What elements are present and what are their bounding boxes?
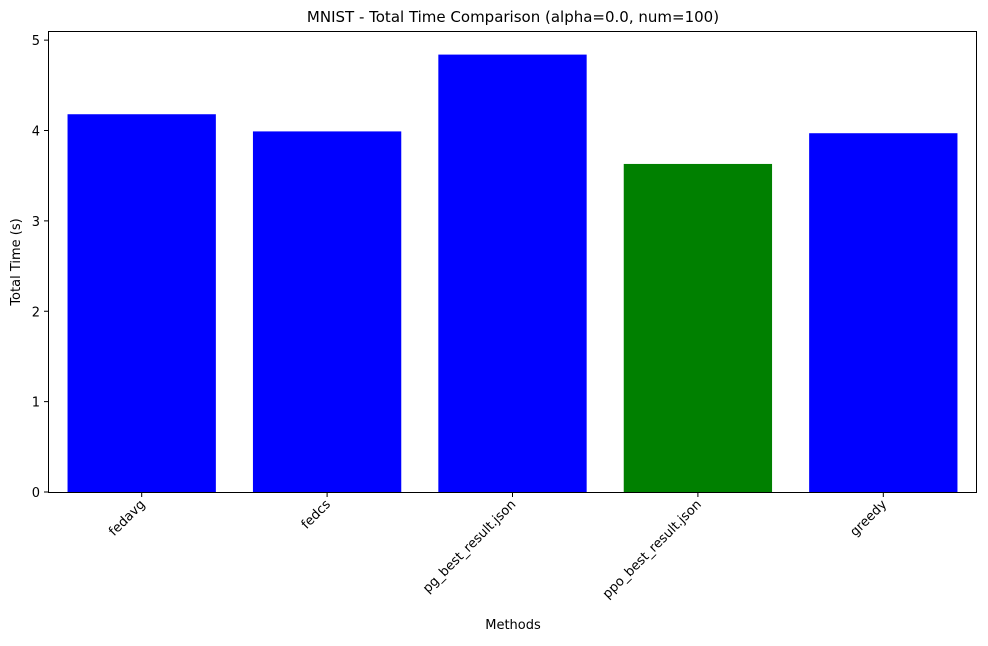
y-tick-label: 4 (32, 125, 40, 140)
x-tick-label: pg_best_result.json (420, 497, 519, 596)
bar-pg-best-result-json (438, 54, 587, 492)
y-axis-ticks: 0 1 2 3 4 5 (32, 34, 49, 501)
y-tick-label: 0 (32, 486, 40, 501)
x-tick-label: fedcs (299, 497, 334, 532)
y-axis-label: Total Time (s) (9, 218, 24, 306)
y-tick-label: 2 (32, 305, 40, 320)
plot-area-frame (48, 31, 977, 493)
y-tick-label: 5 (32, 34, 40, 49)
x-tick-label: greedy (848, 497, 891, 540)
x-axis-label: Methods (485, 618, 541, 633)
bar-greedy (809, 133, 958, 492)
y-tick-label: 1 (32, 396, 40, 411)
bar-fedavg (67, 114, 216, 492)
bars-layer (67, 54, 958, 492)
x-tick-label: ppo_best_result.json (600, 497, 705, 602)
x-tick-label: fedavg (106, 497, 148, 539)
x-axis-ticks: fedavg fedcs pg_best_result.json ppo_best_r… (106, 492, 890, 602)
bar-ppo-best-result-json (623, 163, 773, 492)
bar-fedcs (252, 131, 402, 492)
chart-title: MNIST - Total Time Comparison (alpha=0.0… (307, 8, 719, 26)
y-tick-label: 3 (32, 215, 40, 230)
